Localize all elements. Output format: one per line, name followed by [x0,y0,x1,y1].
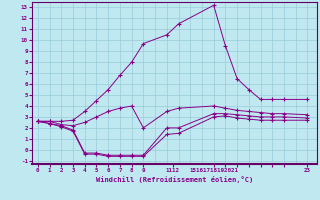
X-axis label: Windchill (Refroidissement éolien,°C): Windchill (Refroidissement éolien,°C) [96,176,253,183]
